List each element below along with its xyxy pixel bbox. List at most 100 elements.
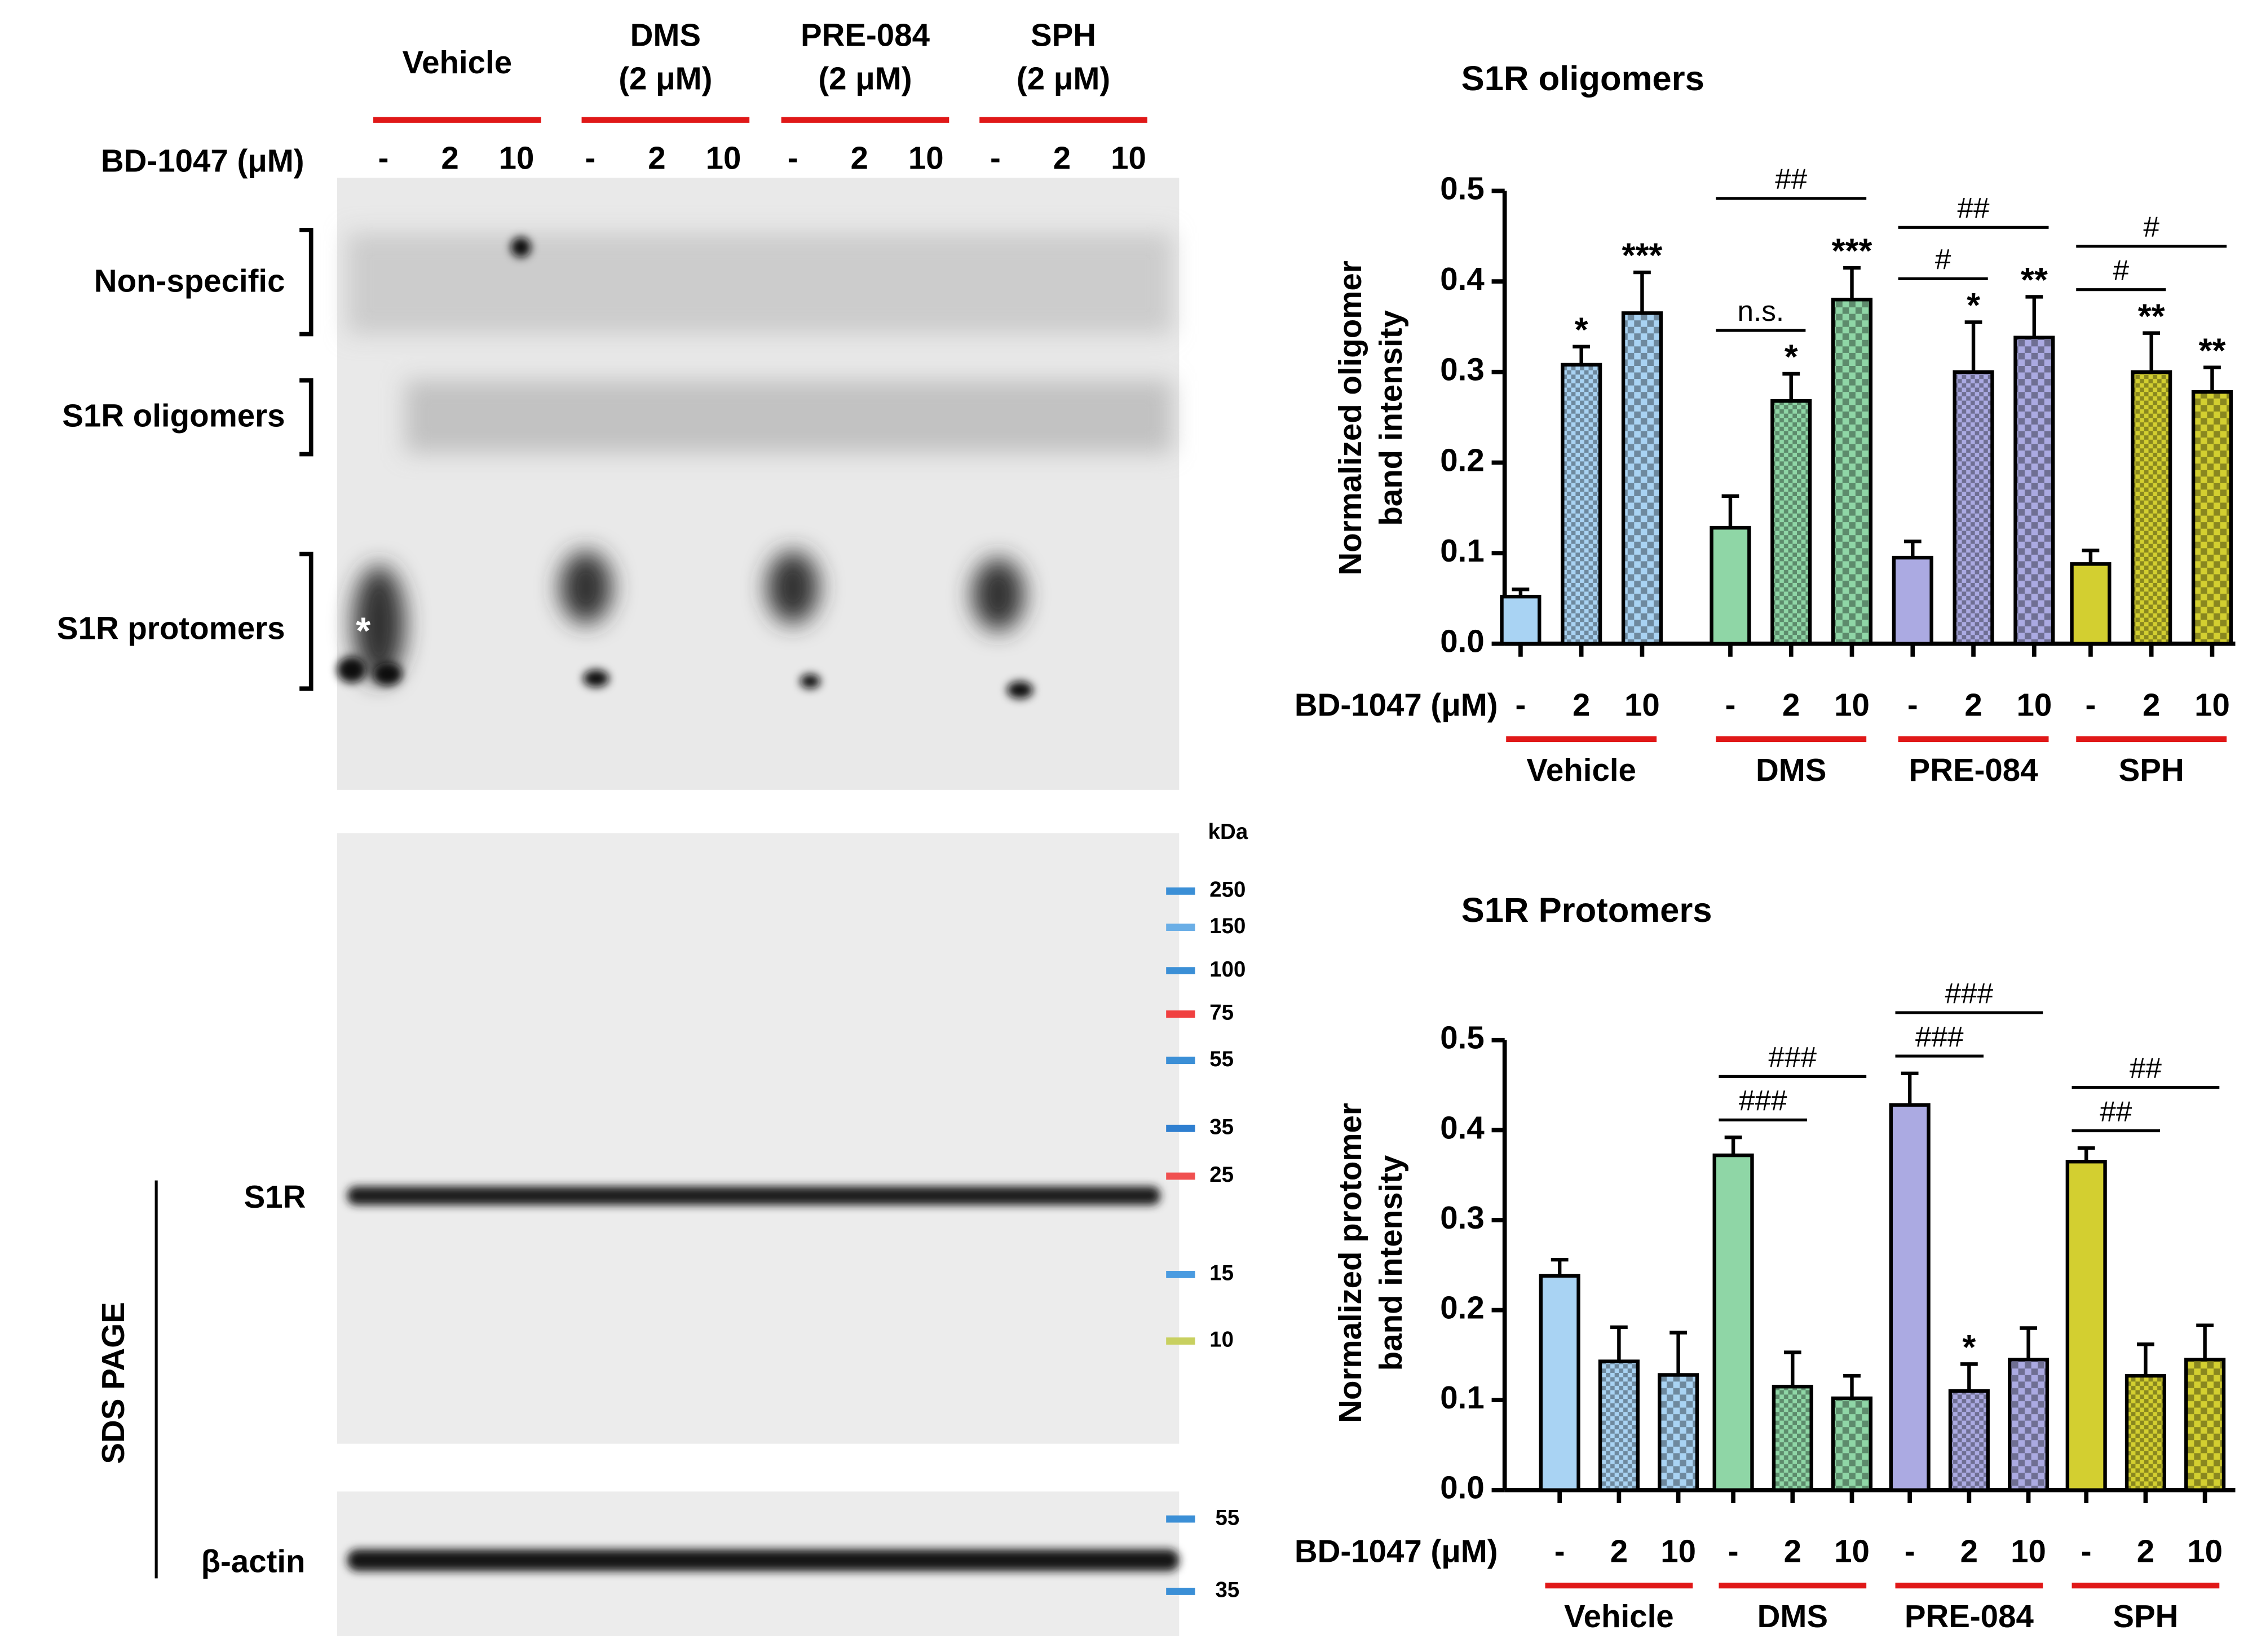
marker-label: 250 — [1209, 878, 1245, 902]
dose-label: 2 — [1053, 140, 1071, 176]
marker-label: 55 — [1215, 1505, 1239, 1530]
marker-label: 55 — [1209, 1047, 1234, 1071]
group-label: PRE-084 — [1905, 1598, 2034, 1634]
dose-label: 10 — [1660, 1534, 1696, 1569]
dose-label: 2 — [1784, 1534, 1801, 1569]
dose-label: 2 — [2137, 1534, 2154, 1569]
asterisk-mark: * — [356, 610, 370, 652]
bar — [1500, 594, 1542, 646]
marker-label: 150 — [1209, 914, 1245, 938]
group-label: DMS — [1756, 752, 1826, 788]
y-axis-label: band intensity — [1373, 1155, 1408, 1371]
y-tick-label: 0.3 — [1440, 1200, 1484, 1235]
dose-label: 2 — [1782, 687, 1800, 722]
comparison-label: ### — [1945, 977, 1994, 1009]
group-label: Vehicle — [1564, 1598, 1674, 1634]
band-bracket — [299, 551, 313, 691]
dose-label: 10 — [1624, 687, 1660, 722]
sds-label: SDS PAGE — [95, 1302, 131, 1464]
bar — [2065, 1160, 2107, 1492]
dose-label: - — [788, 140, 798, 176]
x-axis-label: BD-1047 (μM) — [1295, 687, 1498, 722]
y-tick-label: 0.2 — [1440, 1289, 1484, 1325]
group-label: Vehicle — [403, 45, 513, 80]
s1r-band — [347, 1186, 1160, 1205]
group-label: SPH — [1031, 17, 1096, 52]
s1r-label: S1R — [244, 1179, 306, 1214]
bar — [1539, 1274, 1580, 1492]
y-tick-label: 0.5 — [1440, 170, 1484, 206]
dose-label: 2 — [648, 140, 665, 176]
marker-label: 75 — [1209, 1001, 1234, 1025]
band-bracket — [299, 227, 313, 337]
y-tick-label: 0.1 — [1440, 533, 1484, 568]
bar — [1710, 525, 1751, 646]
marker-label: 15 — [1209, 1261, 1234, 1286]
significance-star: *** — [1622, 236, 1662, 275]
significance-star: * — [1962, 1328, 1976, 1367]
comparison-label: ## — [1775, 163, 1808, 195]
bar — [1948, 1389, 1990, 1492]
blot-spots — [337, 237, 1033, 699]
marker-label: 35 — [1215, 1578, 1239, 1602]
actin-label: β-actin — [201, 1544, 306, 1579]
marker-label: 25 — [1209, 1163, 1234, 1187]
dose-label: - — [1725, 687, 1736, 722]
group-conc: (2 μM) — [1017, 60, 1110, 96]
dose-label: - — [1728, 1534, 1739, 1569]
y-tick-label: 0.2 — [1440, 442, 1484, 478]
bar — [1598, 1359, 1640, 1492]
bar — [1831, 1396, 1873, 1492]
bar — [1772, 1385, 1813, 1492]
dose-label: - — [990, 140, 1001, 176]
comparison-label: ### — [1915, 1021, 1964, 1053]
y-axis-label: band intensity — [1373, 310, 1408, 525]
dose-label: 2 — [441, 140, 458, 176]
comparison-label: ## — [2100, 1095, 2132, 1127]
dose-label: 2 — [1573, 687, 1590, 722]
band-label: Non-specific — [94, 263, 285, 299]
bar — [2191, 390, 2233, 646]
bar — [1770, 399, 1812, 646]
dose-label: 10 — [2016, 687, 2052, 722]
bar — [1953, 370, 1994, 646]
dose-label: 10 — [2194, 687, 2230, 722]
significance-star: * — [1967, 286, 1980, 325]
chart-title: S1R oligomers — [1461, 59, 1704, 98]
y-tick-label: 0.4 — [1440, 261, 1485, 297]
dose-label: 10 — [1834, 687, 1870, 722]
comparison-label: # — [1935, 243, 1951, 275]
comparison-label: ### — [1768, 1041, 1817, 1073]
band-label: S1R protomers — [57, 610, 285, 646]
comparison-label: ### — [1739, 1084, 1787, 1116]
dose-label: 2 — [1610, 1534, 1628, 1569]
bar — [1561, 363, 1602, 646]
bar — [2131, 370, 2172, 646]
bar — [1889, 1103, 1931, 1492]
group-label: DMS — [630, 17, 701, 52]
comparison-label: ## — [1958, 192, 1990, 224]
dose-label: 2 — [2143, 687, 2160, 722]
band-label: S1R oligomers — [62, 397, 285, 433]
x-axis-label: BD-1047 (μM) — [1295, 1534, 1498, 1569]
band-bracket — [299, 378, 313, 457]
dose-label: - — [1515, 687, 1526, 722]
dose-label: 2 — [1960, 1534, 1978, 1569]
comparison-label: n.s. — [1737, 295, 1784, 327]
bar — [1621, 311, 1663, 646]
group-label: SPH — [2119, 752, 2184, 788]
chart-title: S1R Protomers — [1461, 891, 1712, 930]
bar — [2125, 1373, 2166, 1492]
y-axis-label: Normalized protomer — [1332, 1103, 1368, 1423]
group-label: PRE-084 — [801, 17, 930, 52]
y-axis-label: Normalized oligomer — [1332, 260, 1368, 575]
group-label: SPH — [2113, 1598, 2178, 1634]
bar — [2184, 1358, 2226, 1492]
comparison-label: # — [2143, 211, 2159, 243]
sds-blot — [337, 833, 1180, 1444]
dose-label: 10 — [2187, 1534, 2223, 1569]
bd-label: BD-1047 (μM) — [101, 143, 304, 179]
significance-star: ** — [2138, 297, 2165, 335]
comparison-label: # — [2113, 254, 2130, 286]
